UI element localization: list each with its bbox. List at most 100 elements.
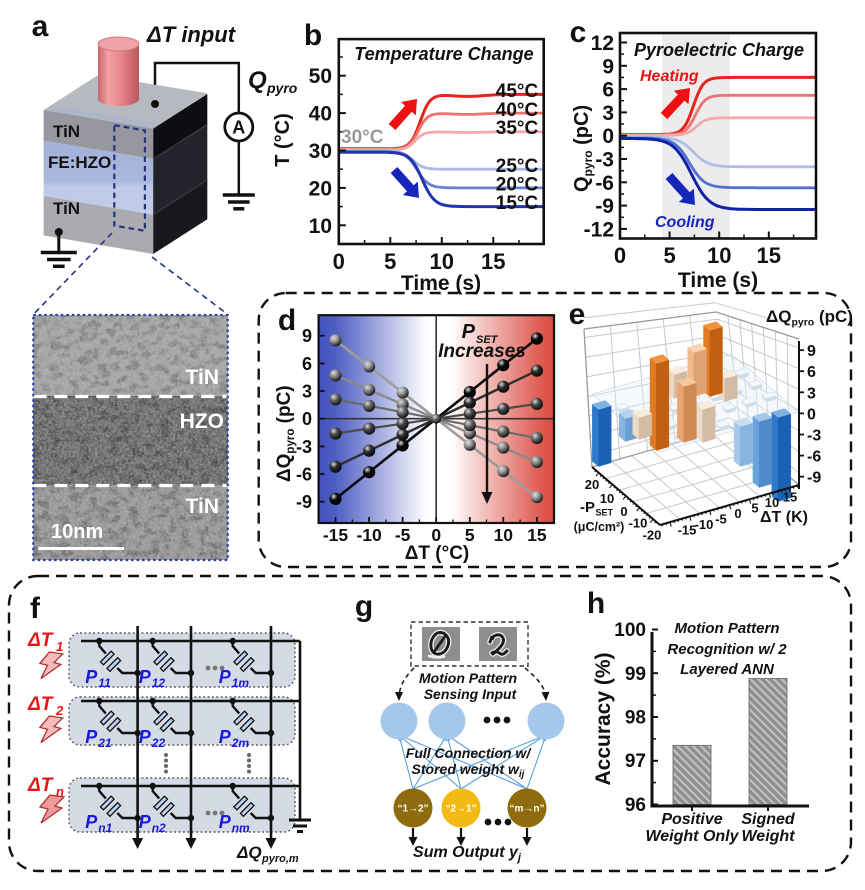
svg-text:-10: -10 — [629, 516, 648, 531]
svg-text:0: 0 — [734, 506, 741, 521]
svg-text:ΔT input: ΔT input — [146, 22, 237, 47]
svg-text:98: 98 — [625, 708, 646, 729]
svg-text:22: 22 — [151, 736, 166, 750]
svg-text:3: 3 — [807, 385, 816, 402]
svg-text:-6: -6 — [296, 465, 312, 485]
svg-text:P: P — [462, 321, 476, 343]
svg-text:-15: -15 — [323, 525, 349, 545]
svg-text:-3: -3 — [595, 149, 614, 172]
svg-text:3: 3 — [602, 102, 614, 125]
svg-text:0: 0 — [333, 249, 345, 274]
svg-text:P: P — [139, 727, 152, 747]
svg-text:30°C: 30°C — [341, 127, 384, 148]
svg-text:-5: -5 — [715, 512, 727, 527]
svg-text:n2: n2 — [152, 821, 166, 835]
svg-text:“m→n”: “m→n” — [510, 804, 545, 815]
svg-text:Temperature Change: Temperature Change — [354, 44, 533, 64]
svg-text:Sensing Input: Sensing Input — [424, 686, 518, 702]
svg-text:-9: -9 — [807, 470, 821, 487]
svg-text:Positive: Positive — [661, 811, 722, 828]
svg-text:h: h — [587, 587, 605, 620]
svg-text:TiN: TiN — [186, 366, 219, 389]
svg-text:Layered ANN: Layered ANN — [680, 661, 775, 678]
svg-text:10nm: 10nm — [51, 521, 103, 543]
svg-text:ΔT (K): ΔT (K) — [760, 509, 808, 526]
svg-text:Motion Pattern: Motion Pattern — [419, 670, 517, 686]
svg-text:0: 0 — [807, 406, 816, 423]
svg-text:A: A — [232, 118, 245, 138]
svg-text:d: d — [278, 304, 296, 337]
svg-text:0: 0 — [620, 504, 627, 519]
svg-text:25°C: 25°C — [496, 156, 539, 177]
svg-text:a: a — [32, 10, 49, 43]
svg-text:5: 5 — [751, 501, 758, 516]
svg-text:15: 15 — [757, 243, 781, 268]
svg-text:20: 20 — [585, 477, 599, 492]
svg-text:HZO: HZO — [180, 410, 224, 433]
svg-text:c: c — [570, 16, 587, 49]
svg-text:(μC/cm²): (μC/cm²) — [574, 520, 625, 534]
svg-text:-6: -6 — [807, 449, 821, 466]
svg-text:pyro: pyro — [266, 80, 298, 96]
svg-text:10: 10 — [309, 215, 332, 238]
svg-text:-10: -10 — [356, 525, 382, 545]
svg-text:2m: 2m — [231, 736, 250, 750]
svg-text:P: P — [139, 812, 152, 832]
svg-text:n1: n1 — [98, 821, 112, 835]
svg-text:SET: SET — [596, 508, 614, 518]
svg-text:Increases: Increases — [438, 341, 526, 362]
svg-text:0: 0 — [614, 243, 626, 268]
svg-text:-9: -9 — [296, 492, 312, 512]
svg-text:5: 5 — [384, 249, 396, 274]
svg-text:Signed: Signed — [741, 811, 796, 828]
svg-text:-15: -15 — [678, 523, 697, 538]
svg-text:ΔT: ΔT — [27, 775, 54, 796]
svg-text:5: 5 — [663, 243, 675, 268]
svg-text:P: P — [85, 667, 98, 687]
svg-text:9: 9 — [602, 55, 614, 78]
svg-text:n: n — [56, 784, 64, 799]
svg-text:9: 9 — [807, 343, 816, 360]
svg-text:nm: nm — [232, 821, 250, 835]
svg-text:Stored weight wij: Stored weight wij — [412, 761, 525, 780]
svg-text:0: 0 — [431, 525, 441, 545]
svg-text:Qpyro (pC): Qpyro (pC) — [571, 105, 595, 192]
svg-text:P: P — [219, 727, 232, 747]
svg-text:Motion Pattern: Motion Pattern — [675, 620, 780, 637]
svg-text:6: 6 — [302, 354, 312, 374]
svg-text:97: 97 — [625, 751, 646, 772]
svg-text:-9: -9 — [595, 195, 614, 218]
svg-text:Recognition w/ 2: Recognition w/ 2 — [667, 641, 787, 658]
svg-text:3: 3 — [302, 382, 312, 402]
svg-text:-12: -12 — [584, 218, 614, 241]
svg-text:-5: -5 — [395, 525, 411, 545]
svg-text:100: 100 — [614, 620, 646, 641]
svg-text:2: 2 — [55, 703, 64, 718]
svg-text:pyro,m: pyro,m — [261, 853, 299, 865]
svg-text:96: 96 — [625, 795, 646, 816]
svg-text:99: 99 — [625, 664, 646, 685]
svg-text:“2→1”: “2→1” — [445, 804, 476, 815]
svg-text:P: P — [85, 812, 98, 832]
svg-text:15: 15 — [783, 490, 797, 505]
svg-text:6: 6 — [602, 79, 614, 102]
svg-text:1: 1 — [56, 639, 63, 654]
svg-text:10: 10 — [430, 249, 454, 274]
svg-text:6: 6 — [807, 364, 816, 381]
svg-text:-3: -3 — [807, 428, 821, 445]
svg-text:15: 15 — [481, 249, 505, 274]
svg-text:f: f — [30, 592, 41, 625]
svg-text:5: 5 — [465, 525, 475, 545]
svg-text:9: 9 — [302, 326, 312, 346]
svg-text:P: P — [85, 727, 98, 747]
svg-text:-3: -3 — [296, 437, 312, 457]
svg-text:30: 30 — [309, 140, 332, 163]
svg-text:12: 12 — [591, 32, 614, 55]
svg-text:0: 0 — [302, 409, 312, 429]
svg-text:Time (s): Time (s) — [678, 269, 758, 292]
svg-text:“1→2”: “1→2” — [397, 804, 428, 815]
svg-text:10: 10 — [494, 525, 514, 545]
svg-text:-6: -6 — [595, 172, 614, 195]
svg-text:21: 21 — [97, 736, 112, 750]
svg-text:Q: Q — [248, 67, 267, 94]
